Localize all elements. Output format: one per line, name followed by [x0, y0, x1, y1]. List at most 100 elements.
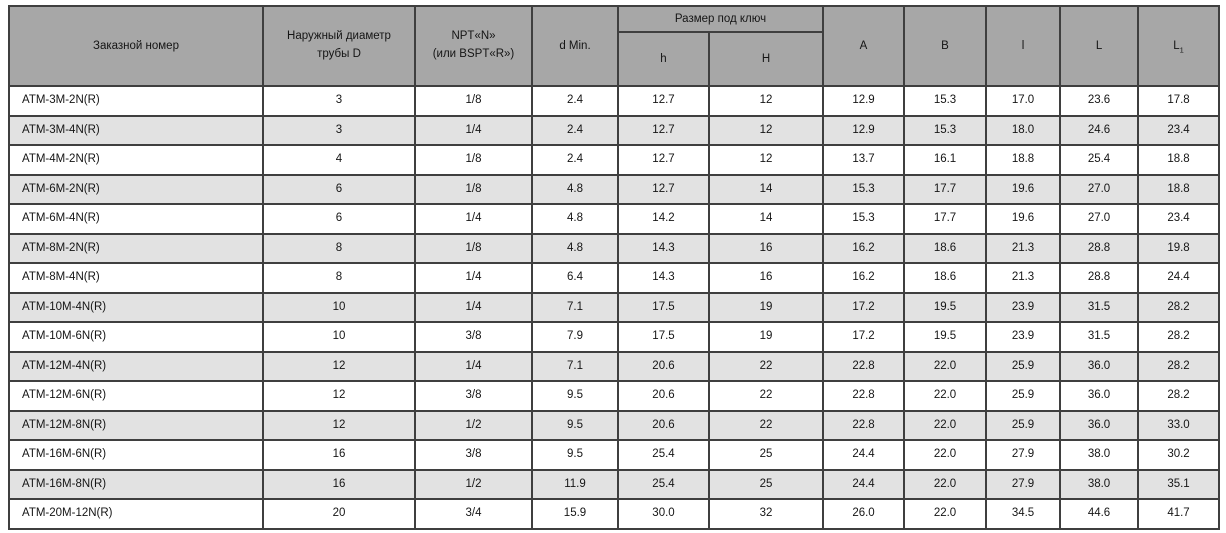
col-header-h-lowercase: h [617, 31, 710, 87]
table-row: ATM-16M-8N(R) 16 1/2 11.9 25.4 25 24.4 22.0 27.9… [8, 468, 1221, 500]
value-cell: 22.0 [903, 468, 988, 500]
value-cell: 36.0 [1059, 409, 1140, 441]
col-header-l-uppercase: L [1059, 5, 1140, 87]
value-cell: 25 [707, 468, 825, 500]
value-cell: 27.0 [1059, 173, 1140, 205]
l1-base: L [1173, 40, 1180, 52]
col-header-outer-diameter: Наружный диаметр трубы D [262, 5, 416, 87]
value-cell: 20.6 [617, 409, 710, 441]
value-cell: 17.7 [903, 173, 988, 205]
value-cell: 14 [707, 173, 825, 205]
spec-table: Заказной номер Наружный диаметр трубы D … [8, 5, 1221, 530]
value-cell: 1/8 [414, 144, 533, 176]
l1-subscript: 1 [1179, 45, 1184, 55]
value-cell: 10 [262, 321, 416, 353]
value-cell: 9.5 [531, 409, 619, 441]
value-cell: 16 [262, 468, 416, 500]
value-cell: 22.0 [903, 498, 988, 530]
value-cell: 22.8 [822, 409, 906, 441]
value-cell: 31.5 [1059, 321, 1140, 353]
col-header-thread: NPT«N» (или BSPT«R») [414, 5, 533, 87]
value-cell: 22.0 [903, 409, 988, 441]
value-cell: 7.9 [531, 321, 619, 353]
value-cell: 34.5 [985, 498, 1062, 530]
table-row: ATM-20M-12N(R) 20 3/4 15.9 30.0 32 26.0 22.0 34.… [8, 498, 1221, 530]
value-cell: 12.9 [822, 85, 906, 117]
value-cell: 1/2 [414, 409, 533, 441]
value-cell: 1/4 [414, 114, 533, 146]
order-number-cell: ATM-16M-6N(R) [8, 439, 264, 471]
table-row: ATM-8M-4N(R) 8 1/4 6.4 14.3 16 16.2 18.6 21.3 28.… [8, 262, 1221, 294]
order-number-cell: ATM-20M-12N(R) [8, 498, 264, 530]
value-cell: 15.9 [531, 498, 619, 530]
value-cell: 18.6 [903, 232, 988, 264]
table-row: ATM-8M-2N(R) 8 1/8 4.8 14.3 16 16.2 18.6 21.3 28.… [8, 232, 1221, 264]
value-cell: 3 [262, 114, 416, 146]
order-number-cell: ATM-3M-2N(R) [8, 85, 264, 117]
value-cell: 12.7 [617, 114, 710, 146]
order-number-cell: ATM-12M-4N(R) [8, 350, 264, 382]
value-cell: 19.5 [903, 291, 988, 323]
table-row: ATM-6M-4N(R) 6 1/4 4.8 14.2 14 15.3 17.7 19.6 27.… [8, 203, 1221, 235]
value-cell: 24.4 [822, 439, 906, 471]
value-cell: 7.1 [531, 350, 619, 382]
value-cell: 36.0 [1059, 380, 1140, 412]
value-cell: 38.0 [1059, 468, 1140, 500]
header-row-sub: h H [9, 31, 1219, 87]
value-cell: 17.7 [903, 203, 988, 235]
value-cell: 27.9 [985, 439, 1062, 471]
value-cell: 3/8 [414, 380, 533, 412]
value-cell: 36.0 [1059, 350, 1140, 382]
value-cell: 4 [262, 144, 416, 176]
value-cell: 12 [262, 350, 416, 382]
value-cell: 20 [262, 498, 416, 530]
value-cell: 15.3 [822, 173, 906, 205]
value-cell: 4.8 [531, 173, 619, 205]
col-header-b: B [903, 5, 988, 87]
table-row: ATM-10M-6N(R) 10 3/8 7.9 17.5 19 17.2 19.5 23.9 3… [8, 321, 1221, 353]
value-cell: 6.4 [531, 262, 619, 294]
value-cell: 25.9 [985, 409, 1062, 441]
value-cell: 15.3 [822, 203, 906, 235]
value-cell: 3 [262, 85, 416, 117]
value-cell: 28.2 [1137, 380, 1221, 412]
value-cell: 22 [707, 409, 825, 441]
value-cell: 26.0 [822, 498, 906, 530]
value-cell: 17.8 [1137, 85, 1221, 117]
value-cell: 12 [707, 114, 825, 146]
header-row-top: Заказной номер Наружный диаметр трубы D … [8, 5, 1221, 87]
value-cell: 24.4 [1137, 262, 1221, 294]
value-cell: 44.6 [1059, 498, 1140, 530]
value-cell: 19 [707, 321, 825, 353]
value-cell: 1/4 [414, 262, 533, 294]
order-number-cell: ATM-10M-6N(R) [8, 321, 264, 353]
order-number-cell: ATM-16M-8N(R) [8, 468, 264, 500]
value-cell: 22.8 [822, 380, 906, 412]
value-cell: 3/8 [414, 439, 533, 471]
value-cell: 8 [262, 232, 416, 264]
col-header-wrench-size-group: Размер под ключ [616, 5, 825, 33]
value-cell: 3/8 [414, 321, 533, 353]
value-cell: 19.5 [903, 321, 988, 353]
value-cell: 2.4 [531, 85, 619, 117]
value-cell: 18.6 [903, 262, 988, 294]
value-cell: 14.2 [617, 203, 710, 235]
value-cell: 10 [262, 291, 416, 323]
order-number-cell: ATM-10M-4N(R) [8, 291, 264, 323]
value-cell: 22.0 [903, 380, 988, 412]
value-cell: 28.8 [1059, 262, 1140, 294]
value-cell: 20.6 [617, 350, 710, 382]
value-cell: 23.9 [985, 291, 1062, 323]
value-cell: 30.2 [1137, 439, 1221, 471]
value-cell: 27.9 [985, 468, 1062, 500]
value-cell: 1/2 [414, 468, 533, 500]
table-row: ATM-12M-6N(R) 12 3/8 9.5 20.6 22 22.8 22.0 25.9 3… [8, 380, 1221, 412]
value-cell: 23.6 [1059, 85, 1140, 117]
table-row: ATM-6M-2N(R) 6 1/8 4.8 12.7 14 15.3 17.7 19.6 27.… [8, 173, 1221, 205]
value-cell: 17.5 [617, 321, 710, 353]
value-cell: 15.3 [903, 114, 988, 146]
value-cell: 30.0 [617, 498, 710, 530]
table-row: ATM-12M-4N(R) 12 1/4 7.1 20.6 22 22.8 22.0 25.9 3… [8, 350, 1221, 382]
order-number-cell: ATM-6M-4N(R) [8, 203, 264, 235]
value-cell: 24.4 [822, 468, 906, 500]
